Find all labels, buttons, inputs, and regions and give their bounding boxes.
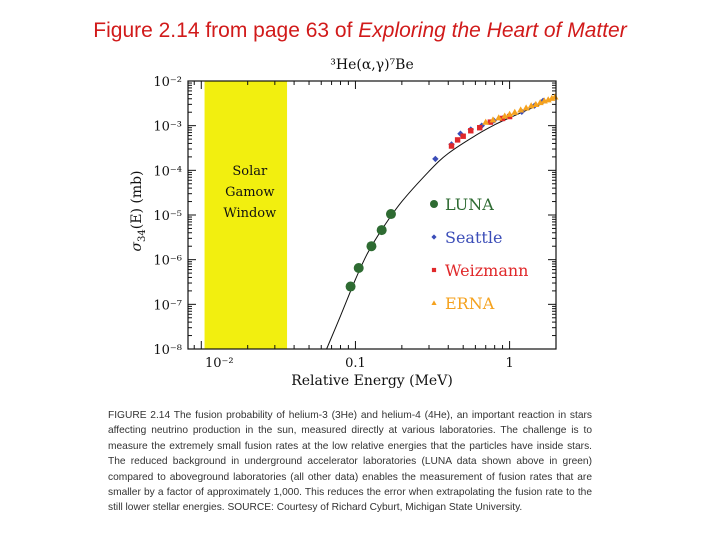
y-tick-label: 10⁻⁵ [153, 209, 182, 224]
erna-point [536, 99, 544, 106]
legend-label-erna: ERNA [445, 294, 495, 313]
gamow-window-label-line: Gamow [225, 185, 274, 200]
erna-point [517, 106, 525, 113]
figure-caption: FIGURE 2.14 The fusion probability of he… [108, 410, 592, 514]
plot-frame [187, 80, 557, 350]
erna-point [532, 100, 540, 107]
weizmann-point [477, 125, 483, 131]
cross-section-chart: Solar Gamow Window LUNA Seattle Weizmann ERNA 1… [129, 57, 559, 389]
legend-marker-luna [430, 200, 438, 208]
luna-point [353, 263, 364, 274]
weizmann-point [468, 128, 474, 134]
erna-point [482, 118, 490, 125]
erna-point [495, 114, 503, 121]
chart-title: ³He(α,γ)⁷Be [330, 57, 414, 73]
weizmann-point [460, 133, 466, 139]
x-tick-label: 0.1 [345, 356, 366, 371]
fit-curve [326, 97, 557, 350]
y-tick-label: 10⁻² [153, 75, 182, 90]
luna-point [376, 225, 387, 236]
axis-ticks [188, 80, 557, 350]
legend-label-weizmann: Weizmann [445, 261, 528, 280]
weizmann-point [454, 137, 461, 143]
gamow-window-label-line: Window [223, 206, 276, 221]
slide-title-book: Exploring the Heart of Matter [358, 19, 627, 42]
y-tick-label: 10⁻³ [153, 120, 182, 135]
erna-point [506, 110, 514, 117]
erna-point [489, 116, 497, 123]
x-axis-label: Relative Energy (MeV) [291, 373, 453, 389]
luna-point [345, 281, 356, 292]
erna-point [511, 108, 519, 115]
erna-point [522, 104, 530, 111]
seattle-point [432, 155, 439, 163]
y-tick-label: 10⁻⁶ [153, 254, 182, 269]
y-tick-label: 10⁻⁷ [153, 298, 182, 313]
luna-point [385, 209, 396, 220]
weizmann-point [448, 143, 455, 149]
erna-point [501, 112, 509, 119]
legend-label-luna: LUNA [445, 195, 494, 214]
legend-marker-weizmann [431, 267, 437, 273]
luna-point [366, 241, 377, 252]
x-tick-label: 10⁻² [205, 356, 234, 371]
y-axis-label: σ34(E) (mb) [129, 170, 148, 251]
gamow-window-band [204, 81, 288, 349]
x-tick-label: 1 [505, 356, 513, 371]
y-tick-label: 10⁻⁸ [153, 343, 182, 358]
erna-point [551, 93, 559, 100]
slide-title: Figure 2.14 from page 63 of Exploring th… [0, 19, 720, 43]
gamow-window-label-line: Solar [232, 164, 268, 179]
legend-marker-erna [431, 300, 437, 305]
slide-title-prefix: Figure 2.14 from page 63 of [93, 19, 359, 42]
legend-label-seattle: Seattle [445, 228, 502, 247]
y-tick-label: 10⁻⁴ [153, 164, 182, 179]
legend-marker-seattle [431, 234, 437, 240]
